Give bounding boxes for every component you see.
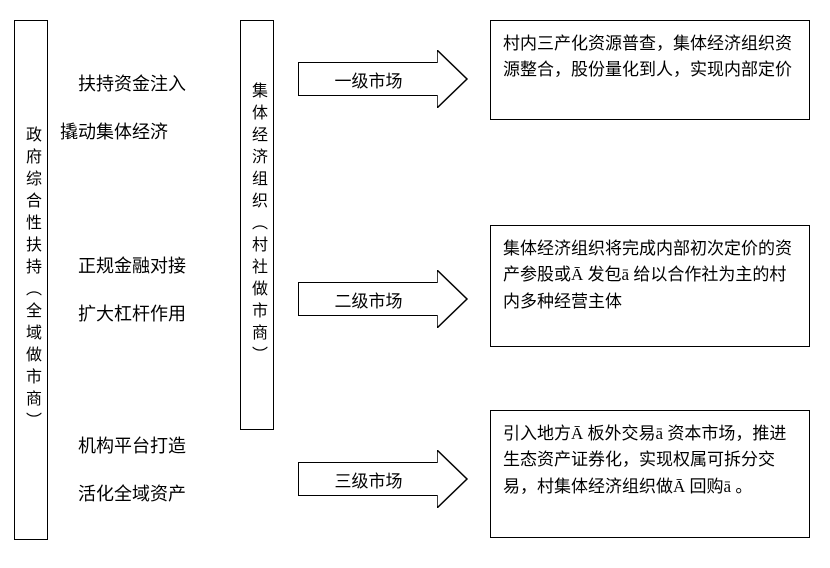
middle-label: 扩大杠杆作用 bbox=[78, 300, 186, 326]
chevron-right-icon bbox=[437, 450, 469, 508]
center-pillar-box: 集体经济组织（村社做市商） bbox=[240, 20, 274, 430]
middle-label: 扶持资金注入 bbox=[78, 70, 186, 96]
arrow-label: 二级市场 bbox=[298, 282, 438, 316]
middle-label: 正规金融对接 bbox=[78, 252, 186, 278]
middle-label: 机构平台打造 bbox=[78, 432, 186, 458]
chevron-right-icon bbox=[437, 270, 469, 328]
left-pillar-label: 政府综合性扶持（全域做市商） bbox=[19, 126, 43, 434]
chevron-right-icon bbox=[437, 50, 469, 108]
market-arrow: 二级市场 bbox=[298, 270, 468, 328]
description-box: 集体经济组织将完成内部初次定价的资产参股或Ā 发包ā 给以合作社为主的村内多种经… bbox=[490, 225, 810, 347]
arrow-label: 三级市场 bbox=[298, 462, 438, 496]
arrow-label: 一级市场 bbox=[298, 62, 438, 96]
description-box: 村内三产化资源普查，集体经济组织资源整合，股份量化到人，实现内部定价 bbox=[490, 20, 810, 120]
center-pillar-label: 集体经济组织（村社做市商） bbox=[245, 82, 269, 368]
market-arrow: 三级市场 bbox=[298, 450, 468, 508]
description-box: 引入地方Ā 板外交易ā 资本市场，推进生态资产证券化，实现权属可拆分交易，村集体… bbox=[490, 410, 810, 538]
market-arrow: 一级市场 bbox=[298, 50, 468, 108]
middle-label: 撬动集体经济 bbox=[60, 118, 168, 144]
left-pillar-box: 政府综合性扶持（全域做市商） bbox=[14, 20, 48, 540]
middle-label: 活化全域资产 bbox=[78, 480, 186, 506]
